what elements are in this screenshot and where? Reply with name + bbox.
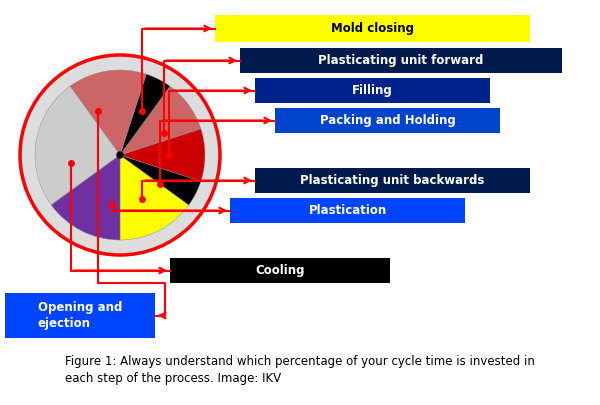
Text: Plastication: Plastication: [308, 204, 386, 217]
Text: Opening and
ejection: Opening and ejection: [38, 301, 122, 330]
Text: Figure 1: Always understand which percentage of your cycle time is invested in
e: Figure 1: Always understand which percen…: [65, 355, 535, 385]
FancyBboxPatch shape: [275, 108, 500, 133]
FancyBboxPatch shape: [255, 168, 530, 193]
FancyBboxPatch shape: [255, 78, 490, 103]
Circle shape: [117, 152, 123, 158]
FancyBboxPatch shape: [170, 258, 390, 283]
Wedge shape: [51, 155, 120, 240]
Circle shape: [20, 55, 220, 255]
FancyBboxPatch shape: [230, 198, 465, 223]
Wedge shape: [120, 86, 201, 155]
Text: Filling: Filling: [352, 84, 393, 97]
Wedge shape: [120, 129, 205, 181]
Text: Cooling: Cooling: [255, 264, 305, 277]
Text: Plasticating unit backwards: Plasticating unit backwards: [301, 174, 485, 187]
Wedge shape: [35, 86, 120, 205]
Wedge shape: [120, 74, 170, 155]
FancyBboxPatch shape: [240, 48, 562, 73]
Text: Mold closing: Mold closing: [331, 22, 414, 35]
Text: Plasticating unit forward: Plasticating unit forward: [319, 54, 484, 67]
Wedge shape: [70, 70, 146, 155]
Wedge shape: [120, 155, 201, 205]
FancyBboxPatch shape: [5, 293, 155, 338]
Text: Packing and Holding: Packing and Holding: [320, 114, 455, 127]
Wedge shape: [120, 155, 189, 240]
FancyBboxPatch shape: [215, 15, 530, 42]
